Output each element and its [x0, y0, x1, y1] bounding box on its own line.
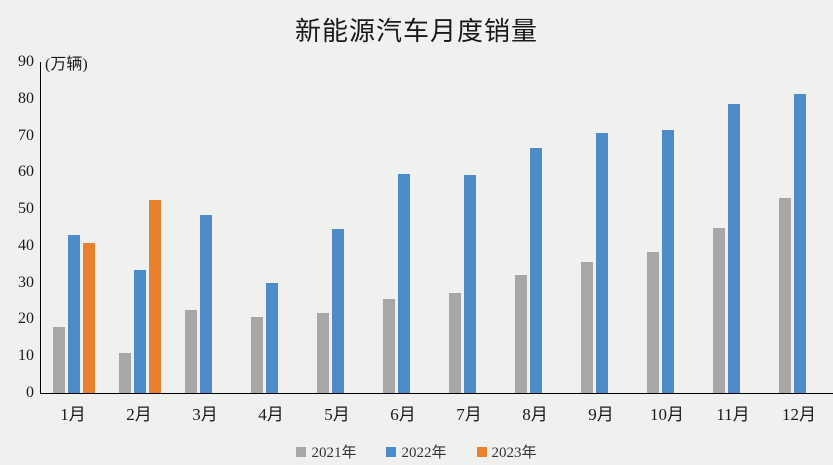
- legend-label: 2022年: [401, 445, 447, 461]
- legend-item-2023年: 2023年: [476, 441, 537, 462]
- bar-2023年-2月: [149, 199, 161, 393]
- y-tick-label-30: 30: [18, 273, 34, 291]
- x-tick-label-5月: 5月: [324, 405, 350, 424]
- y-axis-unit-label: (万辆): [45, 56, 88, 73]
- bar-2021年-9月: [581, 261, 593, 393]
- y-tick-label-90: 90: [18, 53, 34, 70]
- x-tick-label-8月: 8月: [522, 405, 548, 424]
- x-tick-label-7月: 7月: [456, 405, 482, 424]
- y-tick-label-0: 0: [26, 384, 34, 401]
- x-tick-label-2月: 2月: [126, 405, 152, 424]
- legend-item-2021年: 2021年: [296, 441, 356, 462]
- legend-swatch-icon: [476, 446, 487, 457]
- legend-label: 2021年: [311, 445, 357, 461]
- x-tick-label-3月: 3月: [192, 405, 218, 424]
- bar-2021年-1月: [53, 327, 65, 393]
- bar-2022年-3月: [200, 215, 212, 393]
- legend-label: 2023年: [491, 445, 537, 461]
- bar-2021年-12月: [779, 197, 791, 393]
- bar-2022年-11月: [728, 103, 740, 393]
- bar-2022年-8月: [530, 148, 542, 393]
- y-tick-label-50: 50: [18, 200, 34, 218]
- y-tick-label-60: 60: [18, 163, 34, 181]
- y-tick-label-40: 40: [18, 236, 34, 254]
- bar-2022年-10月: [662, 130, 674, 393]
- bar-2022年-7月: [464, 174, 476, 393]
- legend: 2021年 2022年 2023年: [0, 441, 833, 462]
- y-tick-label-80: 80: [18, 89, 34, 107]
- x-tick-label-4月: 4月: [258, 405, 284, 424]
- legend-swatch-icon: [296, 446, 307, 457]
- x-tick-label-10月: 10月: [650, 405, 684, 424]
- bar-2021年-11月: [713, 227, 725, 393]
- bar-2022年-1月: [68, 234, 80, 393]
- bar-2022年-9月: [596, 132, 608, 393]
- x-tick-label-11月: 11月: [716, 405, 750, 424]
- bar-2021年-6月: [383, 298, 395, 393]
- y-tick-label-20: 20: [18, 310, 34, 328]
- bar-2021年-3月: [185, 309, 197, 393]
- bar-2021年-5月: [317, 313, 329, 393]
- y-tick-label-70: 70: [18, 126, 34, 144]
- bar-2022年-5月: [332, 228, 344, 393]
- bar-2021年-2月: [119, 352, 131, 393]
- plot-area: [40, 62, 833, 394]
- chart-title: 新能源汽车月度销量: [294, 17, 538, 46]
- x-tick-label-6月: 6月: [390, 405, 416, 424]
- y-tick-label-10: 10: [18, 347, 34, 365]
- x-tick-label-1月: 1月: [60, 405, 86, 424]
- bar-2021年-4月: [251, 317, 263, 393]
- bar-2022年-4月: [266, 283, 278, 393]
- x-tick-label-12月: 12月: [782, 405, 816, 424]
- bar-2023年-1月: [83, 242, 95, 393]
- bar-2022年-12月: [794, 93, 806, 393]
- legend-swatch-icon: [386, 446, 397, 457]
- bar-2021年-7月: [449, 293, 461, 393]
- x-tick-label-9月: 9月: [588, 405, 614, 424]
- legend-item-2022年: 2022年: [386, 441, 447, 462]
- bar-2022年-2月: [134, 270, 146, 393]
- bar-2022年-6月: [398, 173, 410, 393]
- bar-2021年-10月: [647, 252, 659, 393]
- bar-2021年-8月: [515, 274, 527, 393]
